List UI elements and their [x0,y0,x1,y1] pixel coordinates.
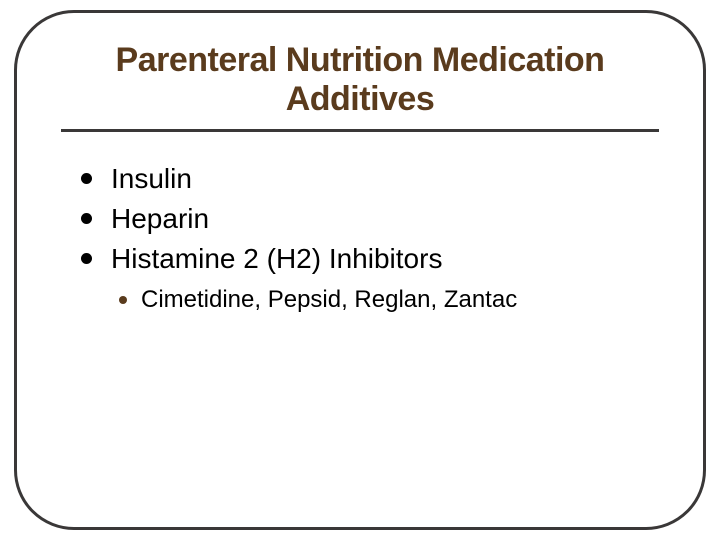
list-item: Histamine 2 (H2) Inhibitors Cimetidine, … [75,240,659,316]
slide-frame: Parenteral Nutrition Medication Additive… [14,10,706,530]
bullet-text: Heparin [111,203,209,234]
title-underline [61,129,659,132]
slide-title: Parenteral Nutrition Medication Additive… [61,41,659,119]
bullet-text: Insulin [111,163,192,194]
sub-list-item: Cimetidine, Pepsid, Reglan, Zantac [117,284,659,316]
bullet-text: Histamine 2 (H2) Inhibitors [111,243,442,274]
list-item: Heparin [75,200,659,238]
sub-bullet-text: Cimetidine, Pepsid, Reglan, Zantac [141,286,517,313]
bullet-list: Insulin Heparin Histamine 2 (H2) Inhibit… [61,160,659,316]
sub-bullet-list: Cimetidine, Pepsid, Reglan, Zantac [111,284,659,316]
list-item: Insulin [75,160,659,198]
